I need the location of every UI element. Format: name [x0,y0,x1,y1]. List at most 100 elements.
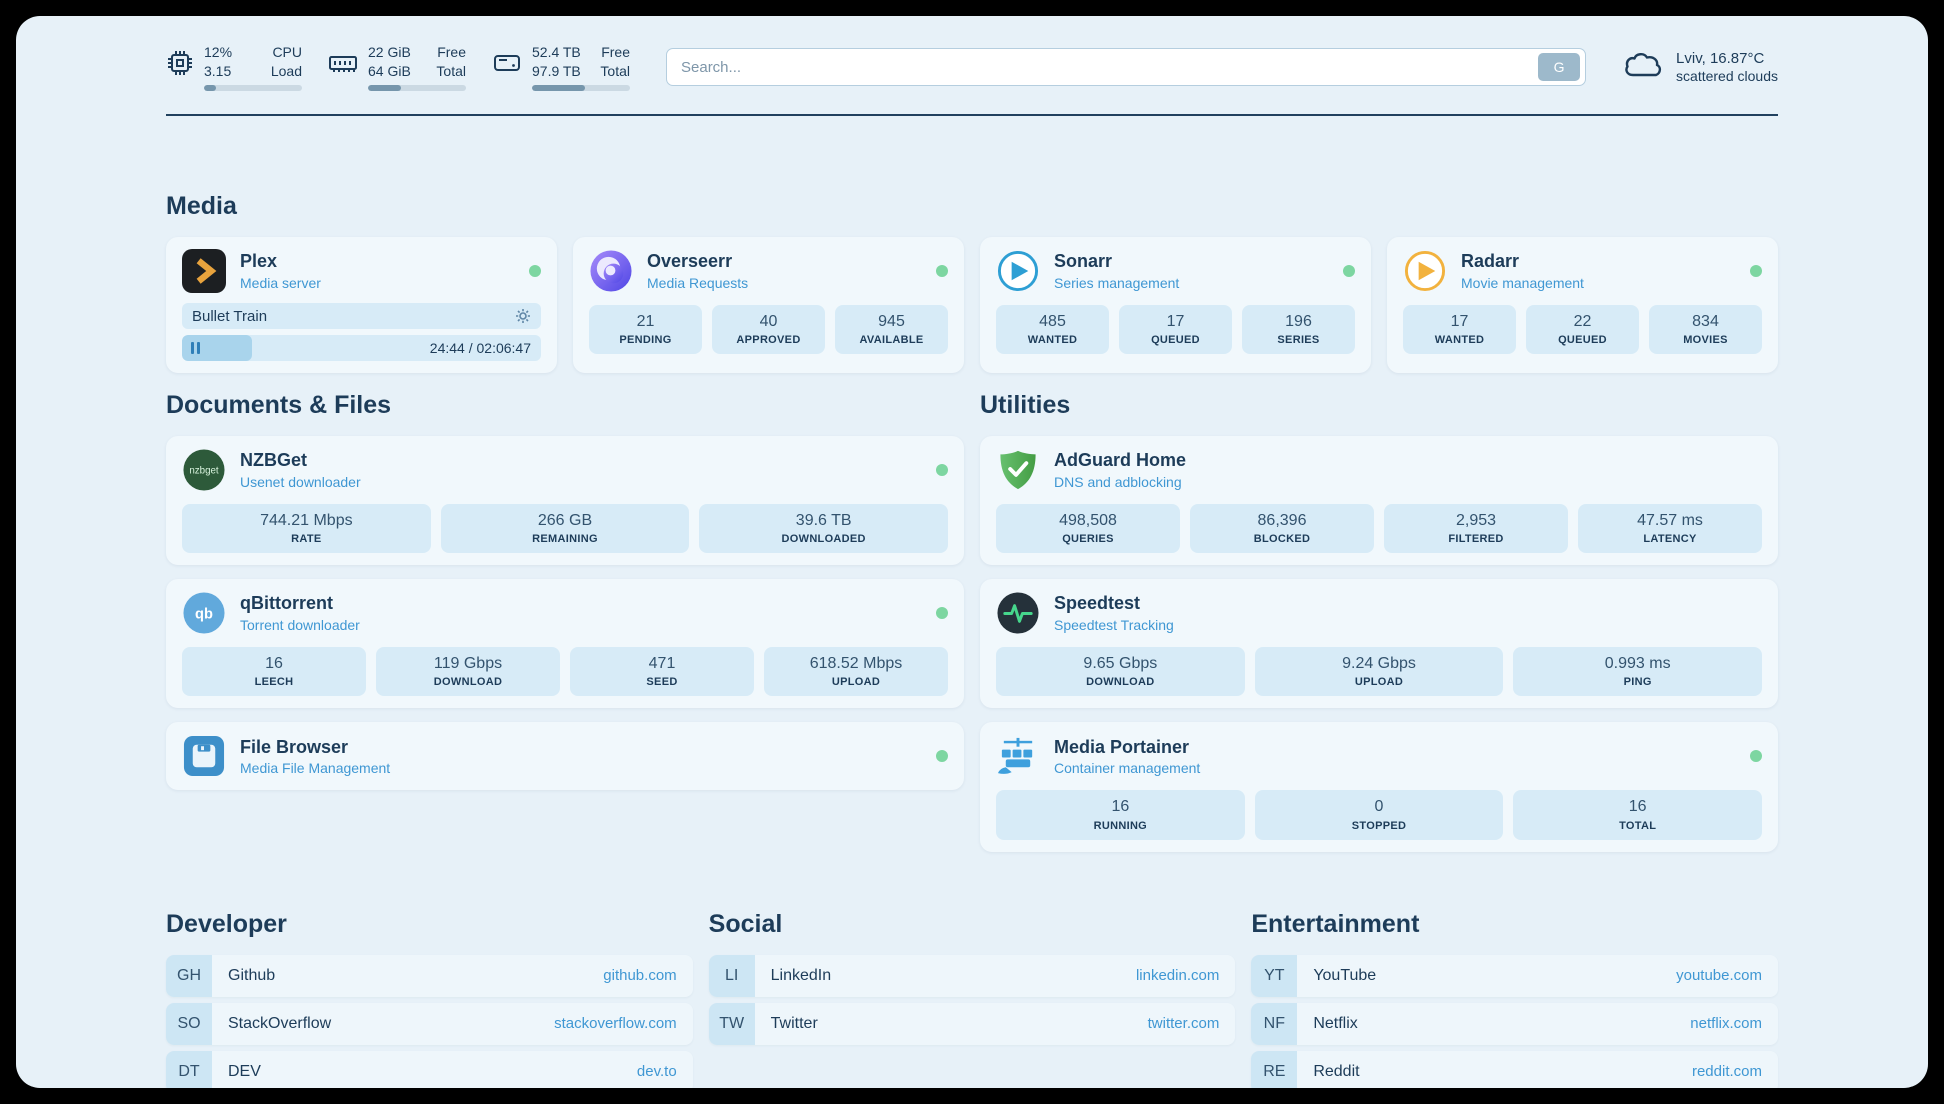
status-dot [1343,265,1355,277]
bookmark-linkedin[interactable]: LI LinkedIn linkedin.com [708,954,1236,997]
stat-label: PING [1623,676,1652,689]
service-card-speedtest: Speedtest Speedtest Tracking 9.65 Gbps D… [980,579,1778,709]
stat-queued: 17 QUEUED [1119,305,1232,355]
service-link-sonarr[interactable]: Sonarr Series management [996,249,1355,293]
bookmark-url: stackoverflow.com [554,1015,677,1033]
status-dot [936,750,948,763]
stat-latency: 47.57 ms LATENCY [1578,504,1762,554]
playback-progress-bar[interactable]: 24:44 / 02:06:47 [182,335,541,361]
service-link-adguard[interactable]: AdGuard Home DNS and adblocking [996,448,1762,492]
qbittorrent-icon: qb [182,591,226,635]
bookmark-reddit[interactable]: RE Reddit reddit.com [1251,1050,1778,1088]
app-name: Sonarr [1054,251,1113,272]
status-dot [936,464,948,476]
bookmark-name: Twitter [770,1014,818,1032]
stat-wanted: 485 WANTED [996,305,1109,355]
stat-download: 9.65 Gbps DOWNLOAD [996,647,1245,697]
service-card-radarr: Radarr Movie management 17 WANTED 22 QUE… [1387,237,1778,373]
service-link-portainer[interactable]: Media Portainer Container management [996,734,1762,778]
service-card-adguard: AdGuard Home DNS and adblocking 498,508 … [980,436,1778,566]
bookmark-name: StackOverflow [228,1014,332,1032]
stat-label: UPLOAD [831,676,881,689]
stat-label: UPLOAD [1354,676,1404,689]
disk-progress-fill [532,84,585,91]
section-media: Media Plex Media server Bullet Train [166,192,1778,373]
stat-value: 39.6 TB [795,512,852,529]
bookmark-url: twitter.com [1147,1015,1220,1033]
app-name: NZBGet [240,450,307,471]
stat-value: 17 [1166,313,1185,330]
stat-value: 40 [759,313,778,330]
bookmark-netflix[interactable]: NF Netflix netflix.com [1251,1002,1778,1045]
bookmark-twitter[interactable]: TW Twitter twitter.com [708,1002,1236,1045]
service-card-nzbget: nzbget NZBGet Usenet downloader 744.21 M… [166,436,964,566]
stat-leech: 16 LEECH [182,647,366,697]
now-playing-row: Bullet Train [182,303,541,329]
stat-label: WANTED [1027,334,1078,347]
stat-download: 119 Gbps DOWNLOAD [376,647,560,697]
middle-sections: Documents & Files nzbget NZBGet Usenet d… [166,391,1778,866]
bookmark-abbr: SO [166,1002,212,1045]
disk-progress-bar [532,84,630,91]
stat-label: DOWNLOAD [433,676,503,689]
section-title-media: Media [166,192,237,220]
app-subtitle: Torrent downloader [240,616,360,633]
app-subtitle: Usenet downloader [240,473,361,490]
service-link-qbittorrent[interactable]: qb qBittorrent Torrent downloader [182,591,948,635]
stat-value: 498,508 [1059,512,1117,529]
cpu-progress-fill [204,84,216,91]
stat-blocked: 86,396 BLOCKED [1190,504,1374,554]
service-link-nzbget[interactable]: nzbget NZBGet Usenet downloader [182,448,948,492]
stat-value: 16 [265,655,283,673]
cloud-icon [1622,49,1664,86]
stat-label: STOPPED [1351,819,1407,832]
bookmark-name: Netflix [1313,1014,1358,1032]
disk-total-label: Total [600,62,630,79]
cpu-percent: 12% [204,44,233,61]
bookmark-youtube[interactable]: YT YouTube youtube.com [1251,954,1778,997]
bookmark-github[interactable]: GH Github github.com [166,954,693,997]
stat-label: BLOCKED [1253,533,1311,546]
app-subtitle: DNS and adblocking [1054,473,1182,490]
section-title-developer: Developer [166,909,287,938]
stat-queries: 498,508 QUERIES [996,504,1180,554]
app-name: Radarr [1461,251,1520,272]
section-developer: Developer GH Github github.com SO StackO… [166,910,693,1088]
stat-value: 16 [1111,798,1130,816]
bookmark-abbr: TW [708,1002,755,1045]
filebrowser-icon [182,734,226,778]
gear-icon[interactable] [515,308,531,324]
stat-label: DOWNLOAD [1086,676,1155,689]
search-provider-button[interactable]: G [1538,53,1581,81]
stats-row: 498,508 QUERIES 86,396 BLOCKED 2,953 FIL… [996,504,1762,554]
stat-queued: 22 QUEUED [1526,305,1639,355]
stats-row: 744.21 Mbps RATE 266 GB REMAINING 39.6 T… [182,504,949,554]
app-subtitle: Speedtest Tracking [1054,616,1174,633]
stat-label: RUNNING [1093,819,1148,832]
service-link-radarr[interactable]: Radarr Movie management [1403,249,1762,293]
service-link-overseerr[interactable]: Overseerr Media Requests [589,249,948,293]
stats-row: 16 RUNNING 0 STOPPED 16 TOTAL [996,790,1763,840]
status-dot [529,265,541,277]
bookmark-url: github.com [603,967,677,985]
bookmark-dev[interactable]: DT DEV dev.to [166,1050,693,1088]
stat-downloaded: 39.6 TB DOWNLOADED [699,504,949,554]
memory-total: 64 GiB [368,62,411,79]
bookmark-url: youtube.com [1676,967,1762,985]
stat-value: 196 [1285,313,1312,330]
cpu-load: 3.15 [204,62,232,79]
bookmark-url: reddit.com [1691,1063,1762,1081]
service-link-speedtest[interactable]: Speedtest Speedtest Tracking [996,591,1762,635]
stat-remaining: 266 GB REMAINING [440,504,690,554]
search-input[interactable] [681,58,1539,76]
service-link-plex[interactable]: Plex Media server [182,249,541,293]
stat-pending: 21 PENDING [589,305,702,355]
memory-free-label: Free [437,44,466,61]
service-link-filebrowser[interactable]: File Browser Media File Management [182,734,948,778]
bookmark-stackoverflow[interactable]: SO StackOverflow stackoverflow.com [166,1002,693,1045]
stat-value: 22 [1573,313,1592,330]
stat-filtered: 2,953 FILTERED [1384,504,1568,554]
stat-upload: 9.24 Gbps UPLOAD [1254,647,1504,697]
section-social: Social LI LinkedIn linkedin.com TW Twitt… [708,910,1236,1088]
stat-label: RATE [291,533,322,546]
